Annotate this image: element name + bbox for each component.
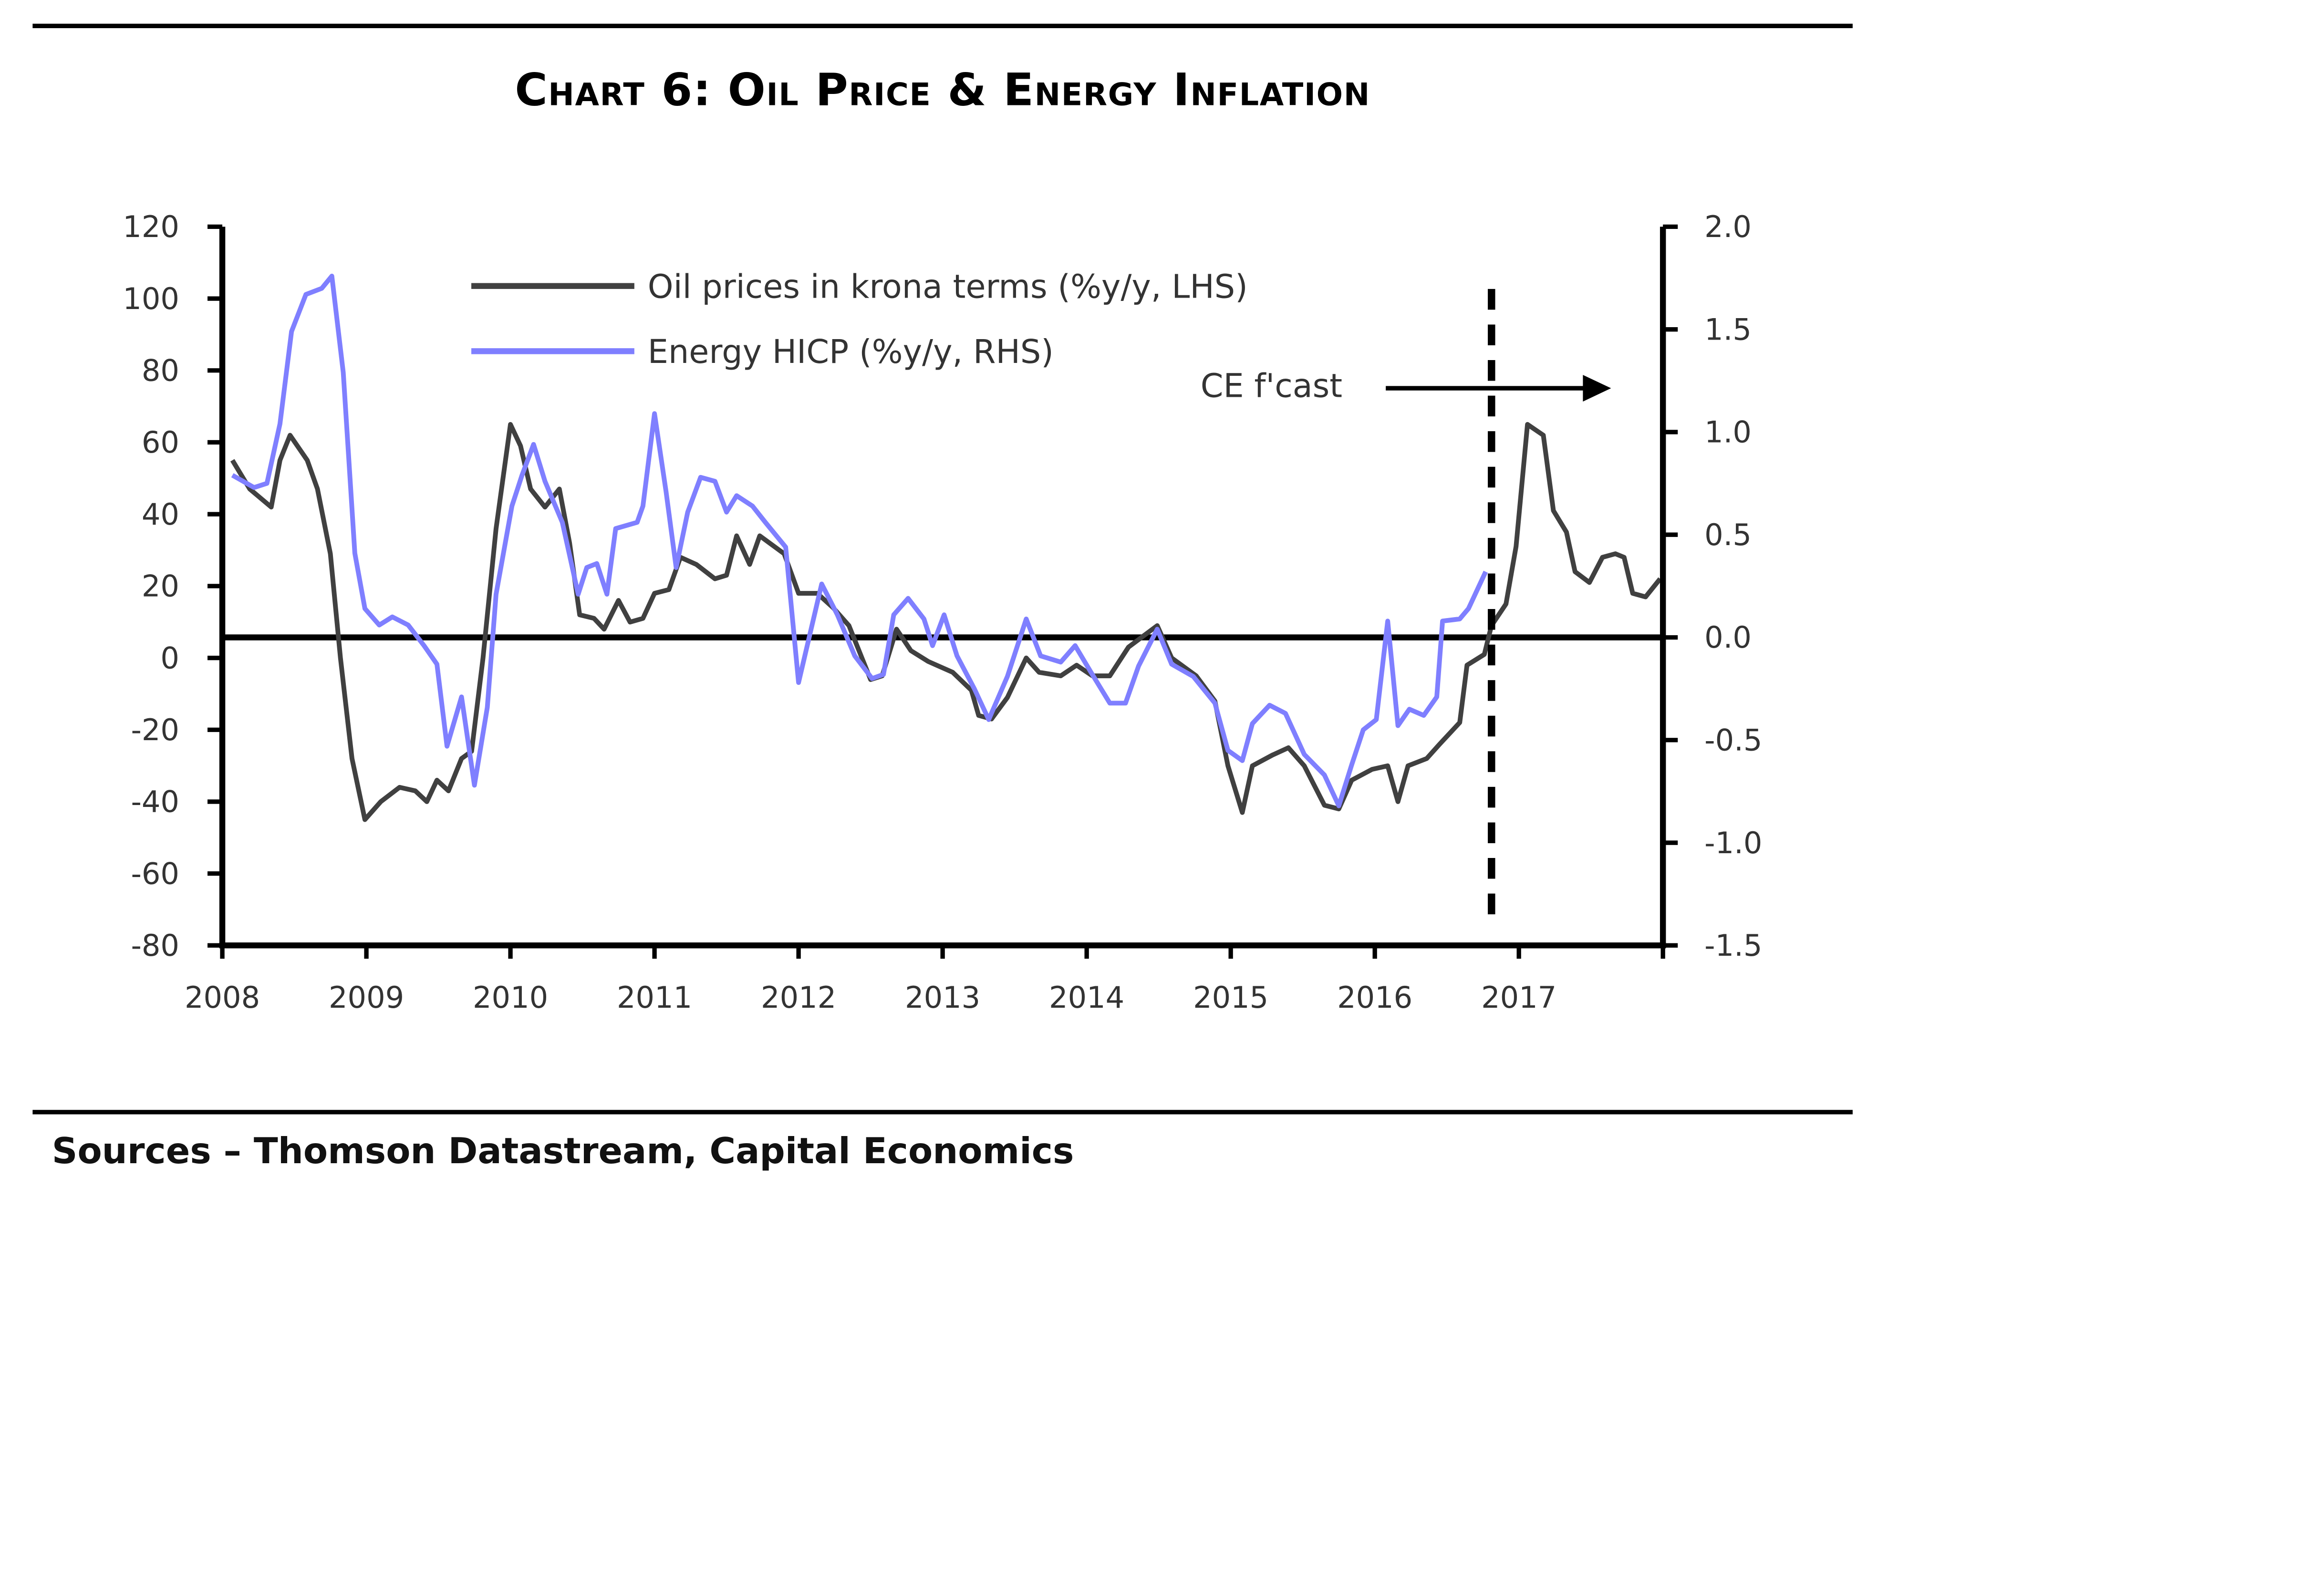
- x-tick-label: 2015: [1193, 980, 1268, 1015]
- y-left-tick-label: 60: [142, 425, 179, 460]
- y-right-tick-label: 1.0: [1704, 415, 1752, 450]
- y-left-tick-label: -60: [131, 856, 179, 891]
- x-tick-label: 2016: [1337, 980, 1412, 1015]
- x-tick-label: 2011: [617, 980, 692, 1015]
- x-tick-label: 2010: [473, 980, 548, 1015]
- legend-label-energy: Energy HICP (%y/y, RHS): [648, 333, 1054, 371]
- x-tick-label: 2008: [185, 980, 260, 1015]
- series-line-energy: [231, 273, 1488, 808]
- y-right-tick-label: 0.0: [1704, 620, 1752, 655]
- x-tick-label: 2009: [329, 980, 404, 1015]
- y-left-tick-label: -80: [131, 928, 179, 963]
- top-divider: [32, 23, 1853, 29]
- y-right-tick-label: 0.5: [1704, 517, 1752, 552]
- chart-title: Chart 6: Oil Price & Energy Inflation: [515, 65, 1370, 117]
- y-right-tick-label: 2.0: [1704, 209, 1752, 244]
- forecast-label: CE f'cast: [1201, 368, 1342, 405]
- legend-label-oil: Oil prices in krona terms (%y/y, LHS): [648, 269, 1248, 306]
- y-left-tick-label: -40: [131, 785, 179, 819]
- sources-note: Sources – Thomson Datastream, Capital Ec…: [52, 1130, 1074, 1172]
- x-tick-label: 2014: [1049, 980, 1124, 1015]
- y-left-tick-label: -20: [131, 713, 179, 747]
- series-line-oil: [230, 422, 1662, 822]
- x-tick-label: 2017: [1481, 980, 1556, 1015]
- x-tick-label: 2012: [761, 980, 836, 1015]
- y-right-tick-label: -1.5: [1704, 928, 1762, 963]
- bottom-divider: [32, 1110, 1853, 1115]
- y-left-tick-label: 120: [123, 209, 179, 244]
- y-left-tick-label: 0: [160, 641, 179, 675]
- y-right-tick-label: -0.5: [1704, 723, 1762, 758]
- y-right-tick-label: -1.0: [1704, 826, 1762, 860]
- y-left-tick-label: 40: [142, 497, 179, 532]
- y-left-tick-label: 80: [142, 353, 179, 388]
- y-left-tick-label: 100: [123, 281, 179, 316]
- forecast-arrow-head: [1583, 375, 1611, 402]
- x-tick-label: 2013: [905, 980, 980, 1015]
- y-right-tick-label: 1.5: [1704, 312, 1752, 347]
- y-left-tick-label: 20: [142, 569, 179, 604]
